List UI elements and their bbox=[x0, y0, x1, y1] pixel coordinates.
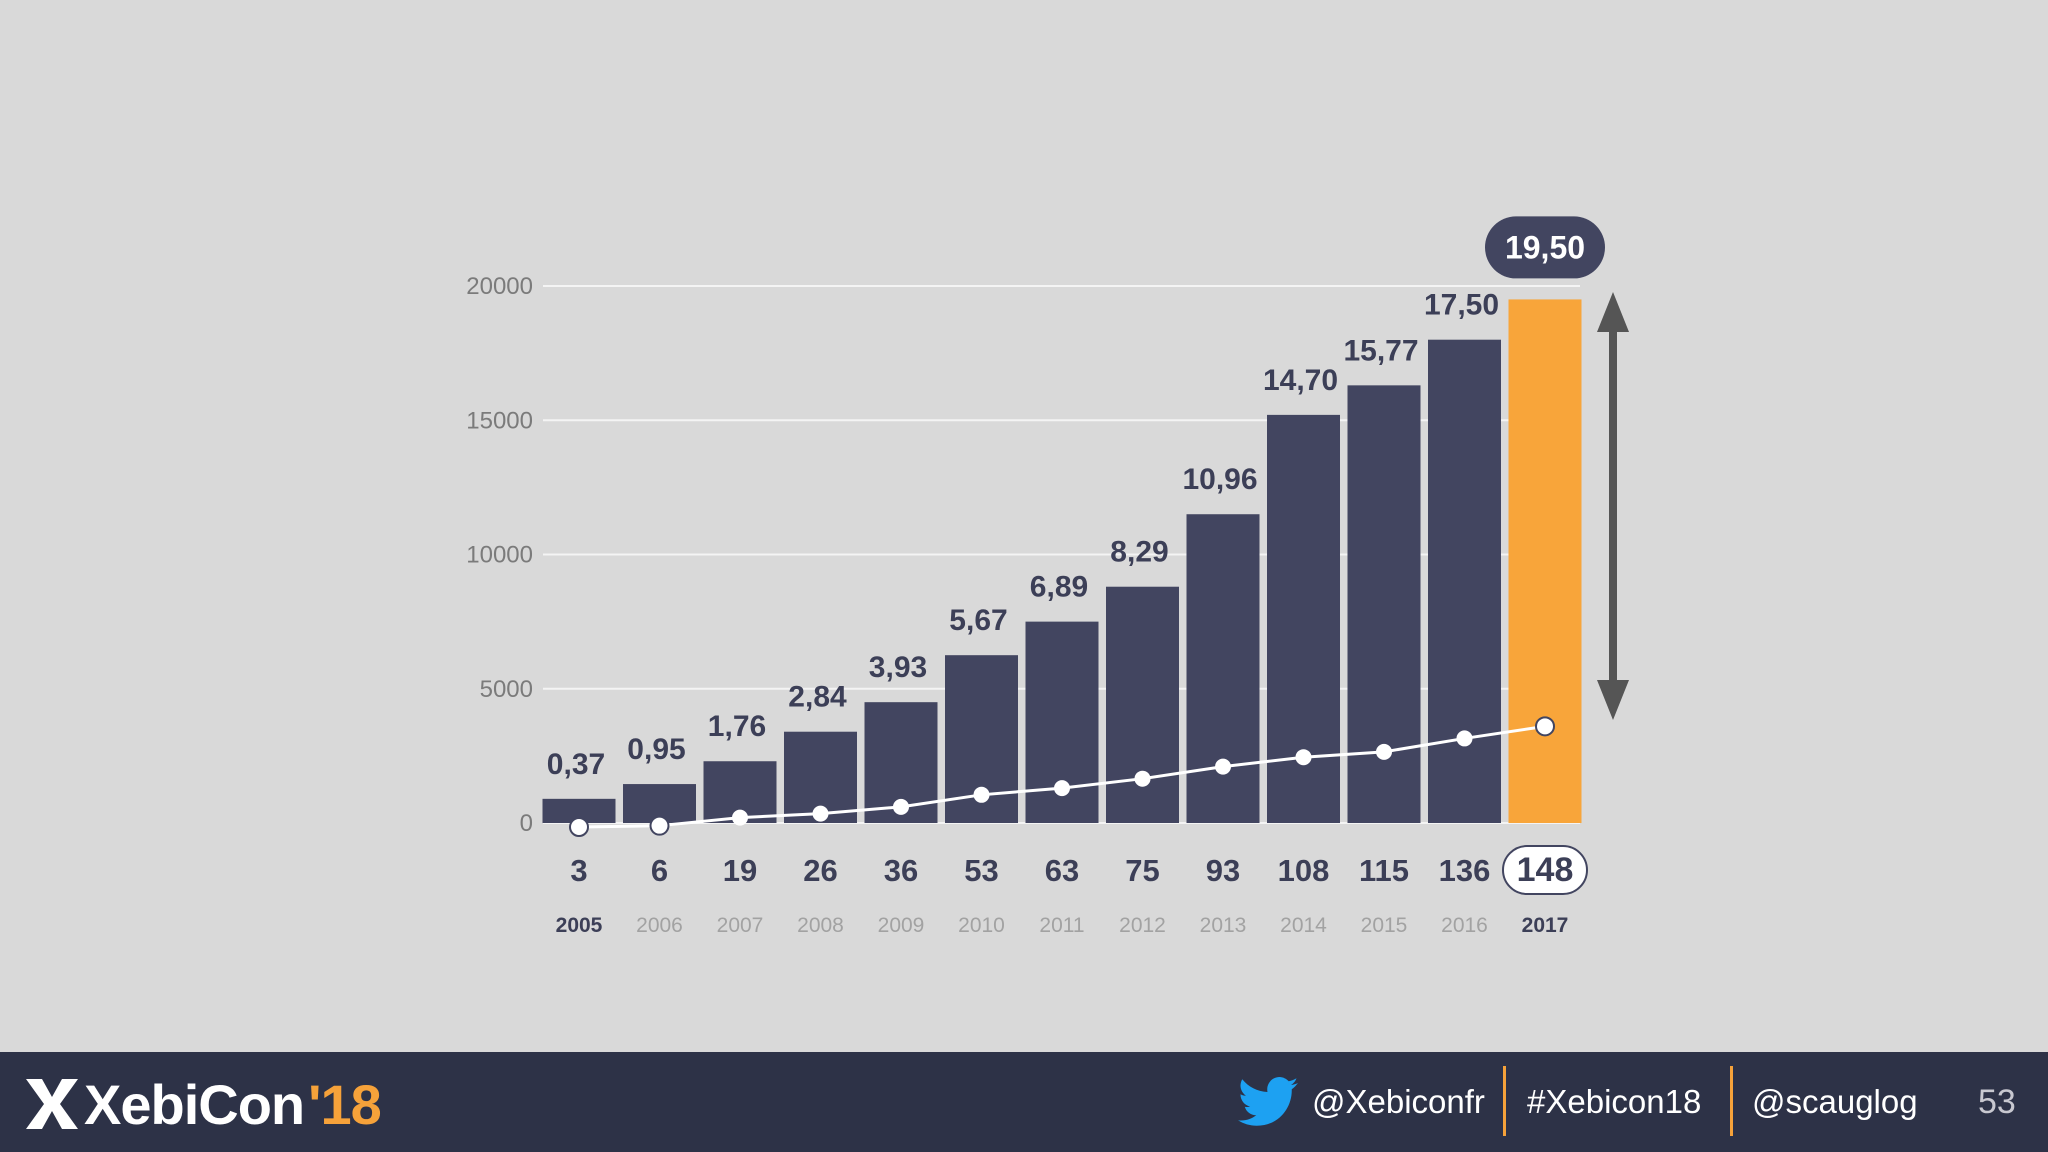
line-point bbox=[973, 786, 990, 803]
bar-value-label: 0,95 bbox=[627, 733, 685, 766]
line-point bbox=[1215, 758, 1231, 775]
y-tick-label: 10000 bbox=[466, 542, 533, 569]
line-point bbox=[1295, 749, 1312, 766]
bar bbox=[1186, 514, 1260, 823]
y-tick-label: 5000 bbox=[480, 676, 533, 703]
bar-highlight bbox=[1508, 299, 1582, 823]
x-tick-label: 2006 bbox=[636, 914, 683, 937]
line-point bbox=[569, 817, 589, 838]
x-tick-label: 2016 bbox=[1441, 914, 1488, 937]
bar-value-pill bbox=[1485, 216, 1605, 279]
arrow-head-up bbox=[1597, 292, 1629, 332]
line-point bbox=[812, 805, 829, 822]
count-label: 75 bbox=[1125, 853, 1159, 888]
logo-year: '18 bbox=[308, 1073, 382, 1136]
x-tick-label: 2014 bbox=[1280, 914, 1327, 937]
bar-value-label: 8,29 bbox=[1110, 536, 1168, 569]
bar-value-label: 10,96 bbox=[1182, 463, 1257, 496]
hashtag-text: #Xebicon18 bbox=[1527, 1083, 1702, 1120]
footer-divider bbox=[1730, 1066, 1733, 1136]
arrow-head-down bbox=[1597, 680, 1629, 720]
line-point bbox=[1456, 730, 1473, 747]
x-logo-icon bbox=[26, 1079, 78, 1129]
double-arrow-icon bbox=[1597, 292, 1629, 720]
bar-value-label: 17,50 bbox=[1424, 289, 1499, 322]
line-point bbox=[1054, 780, 1070, 797]
count-label: 26 bbox=[803, 853, 837, 888]
bar-value-label: 0,37 bbox=[547, 748, 605, 781]
twitter-handle[interactable]: @Xebiconfr bbox=[1238, 1052, 1485, 1152]
chart: 0 5000 10000 15000 20000 0,37 0,95 1,76 2,84 3,9… bbox=[466, 216, 1629, 937]
count-label: 93 bbox=[1206, 853, 1240, 888]
speaker-handle-text: @scauglog bbox=[1752, 1083, 1918, 1120]
bar-value-label: 19,50 bbox=[1505, 229, 1585, 265]
x-tick-label: 2015 bbox=[1361, 914, 1408, 937]
count-label: 36 bbox=[884, 853, 918, 888]
bar-value-label: 14,70 bbox=[1263, 364, 1338, 397]
bar-value-label: 6,89 bbox=[1030, 571, 1088, 604]
x-tick-label: 2005 bbox=[556, 914, 603, 937]
xebicon-logo: XebiCon '18 bbox=[22, 1072, 382, 1136]
twitter-bird-icon bbox=[1238, 1077, 1298, 1126]
x-tick-label: 2013 bbox=[1200, 914, 1247, 937]
count-label: 3 bbox=[570, 853, 587, 888]
x-tick-label: 2008 bbox=[797, 914, 844, 937]
hashtag[interactable]: #Xebicon18 bbox=[1527, 1052, 1701, 1152]
y-tick-label: 0 bbox=[520, 810, 533, 837]
count-label: 63 bbox=[1045, 853, 1079, 888]
count-label: 53 bbox=[964, 853, 998, 888]
bar-value-label: 2,84 bbox=[788, 681, 847, 714]
line-point bbox=[1134, 770, 1151, 787]
footer-divider bbox=[1503, 1066, 1506, 1136]
x-tick-label: 2012 bbox=[1119, 914, 1166, 937]
line-point bbox=[649, 815, 670, 836]
x-tick-label: 2011 bbox=[1039, 914, 1084, 937]
x-tick-label: 2017 bbox=[1522, 914, 1569, 937]
page-number: 53 bbox=[1978, 1082, 2016, 1121]
line-point bbox=[893, 798, 909, 815]
bar-value-label: 15,77 bbox=[1343, 334, 1418, 367]
x-tick-label: 2007 bbox=[717, 914, 764, 937]
footer-bar: XebiCon '18 @Xebiconfr #Xebicon18 @scaug… bbox=[0, 1052, 2048, 1152]
count-label: 19 bbox=[723, 853, 757, 888]
labels: 0,37 0,95 1,76 2,84 3,93 5,67 6,89 8,29 10,96 14,… bbox=[547, 216, 1605, 937]
count-pill bbox=[1502, 845, 1588, 895]
line-point bbox=[732, 809, 748, 826]
y-axis-ticks: 0 5000 10000 15000 20000 bbox=[466, 273, 533, 837]
count-label: 115 bbox=[1359, 853, 1409, 888]
line-point bbox=[1535, 716, 1555, 737]
line-point bbox=[1376, 743, 1392, 760]
bar-value-label: 5,67 bbox=[949, 604, 1007, 637]
speaker-handle[interactable]: @scauglog bbox=[1752, 1052, 1918, 1152]
bar bbox=[1428, 339, 1501, 823]
count-label: 148 bbox=[1517, 851, 1574, 889]
trend-line bbox=[569, 716, 1555, 838]
bar-value-label: 3,93 bbox=[869, 651, 927, 684]
twitter-handle-text: @Xebiconfr bbox=[1312, 1083, 1485, 1120]
bar bbox=[1106, 586, 1179, 823]
count-label: 6 bbox=[651, 853, 668, 888]
y-tick-label: 20000 bbox=[466, 273, 533, 300]
y-tick-label: 15000 bbox=[466, 407, 533, 434]
count-label: 136 bbox=[1439, 853, 1491, 888]
logo-name: XebiCon bbox=[84, 1073, 305, 1136]
count-label: 108 bbox=[1278, 853, 1330, 888]
x-tick-label: 2009 bbox=[878, 914, 925, 937]
x-tick-label: 2010 bbox=[958, 914, 1005, 937]
bar-value-label: 1,76 bbox=[708, 710, 766, 743]
